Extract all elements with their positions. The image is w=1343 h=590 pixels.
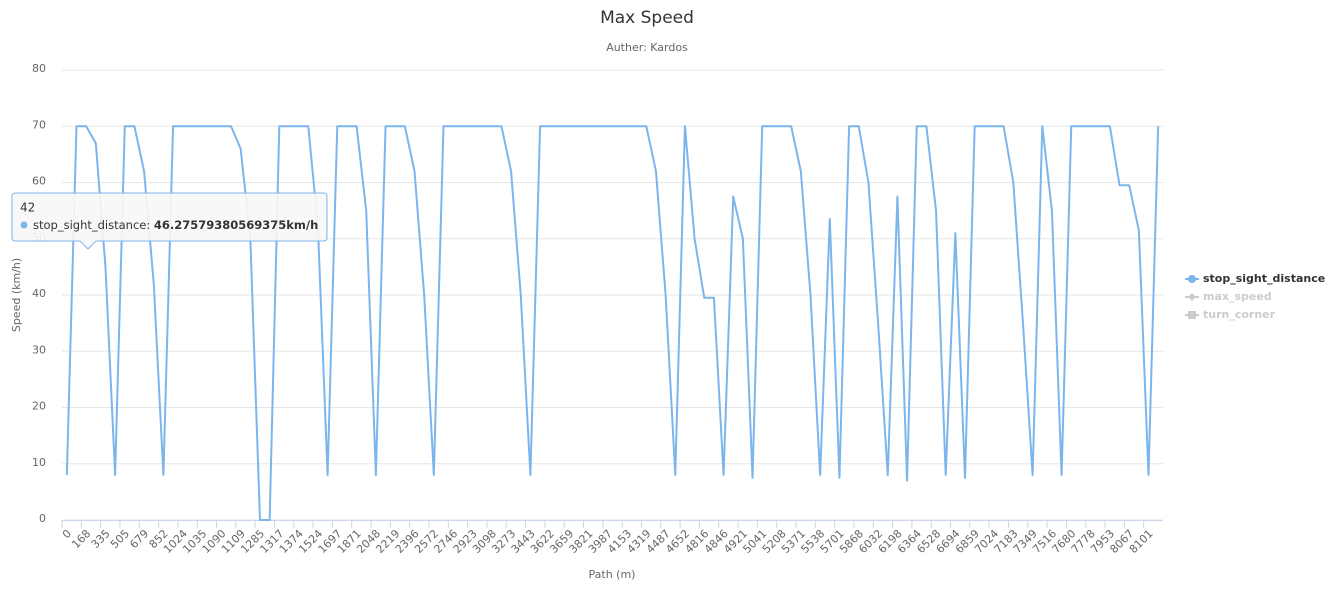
legend-label[interactable]: stop_sight_distance (1203, 272, 1325, 285)
tooltip-box (11, 192, 328, 250)
legend-item[interactable]: stop_sight_distance (1185, 272, 1325, 285)
y-tick-label: 80 (32, 62, 46, 75)
legend-item[interactable]: max_speed (1185, 290, 1272, 303)
chart-title: Max Speed (600, 8, 694, 28)
tooltip-series: stop_sight_distance: 46.27579380569375km… (33, 218, 318, 232)
legend-symbol (1188, 311, 1196, 319)
x-tick-label: 505 (108, 527, 132, 551)
y-tick-label: 40 (32, 287, 46, 300)
y-tick-label: 20 (32, 400, 46, 413)
y-axis-label: Speed (km/h) (10, 258, 23, 332)
x-tick-label: 679 (127, 527, 151, 551)
legend-symbol (1188, 293, 1196, 301)
y-tick-label: 70 (32, 118, 46, 131)
tooltip-header: 42 (20, 201, 35, 215)
legend-label[interactable]: max_speed (1203, 290, 1272, 303)
y-tick-label: 10 (32, 456, 46, 469)
legend-symbol (1188, 275, 1196, 283)
y-tick-label: 60 (32, 175, 46, 188)
tooltip-value: 46.27579380569375km/h (154, 218, 318, 232)
tooltip-marker (20, 221, 28, 229)
chart-subtitle: Auther: Kardos (606, 41, 688, 54)
x-axis-label: Path (m) (589, 568, 636, 581)
y-tick-label: 0 (39, 512, 46, 525)
tooltip-label: stop_sight_distance: (33, 218, 154, 232)
y-tick-label: 30 (32, 343, 46, 356)
x-tick-label: 335 (89, 527, 113, 551)
series-line (65, 125, 1160, 521)
legend-item[interactable]: turn_corner (1185, 308, 1276, 321)
tooltip: 42 stop_sight_distance: 46.27579380569375… (11, 192, 328, 250)
x-tick-label: 168 (69, 527, 93, 551)
legend-label[interactable]: turn_corner (1203, 308, 1276, 321)
